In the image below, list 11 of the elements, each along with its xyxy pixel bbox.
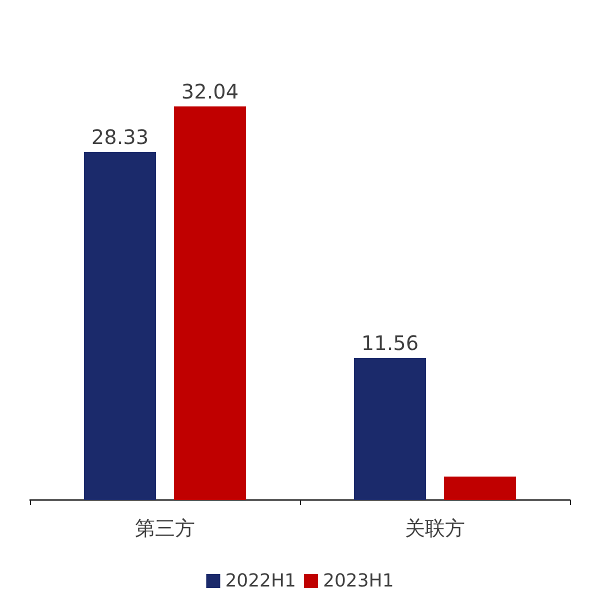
legend-label: 2023H1 bbox=[323, 570, 394, 592]
legend-label: 2022H1 bbox=[225, 570, 296, 592]
bar bbox=[174, 106, 246, 500]
x-tick-label: 第三方 bbox=[135, 516, 195, 540]
bar bbox=[354, 358, 426, 500]
bar bbox=[84, 152, 156, 500]
data-label: 32.04 bbox=[181, 79, 239, 104]
bar bbox=[444, 476, 516, 500]
data-label: 28.33 bbox=[91, 124, 149, 149]
x-tick-label: 关联方 bbox=[405, 516, 465, 540]
data-label: 11.56 bbox=[361, 330, 419, 355]
